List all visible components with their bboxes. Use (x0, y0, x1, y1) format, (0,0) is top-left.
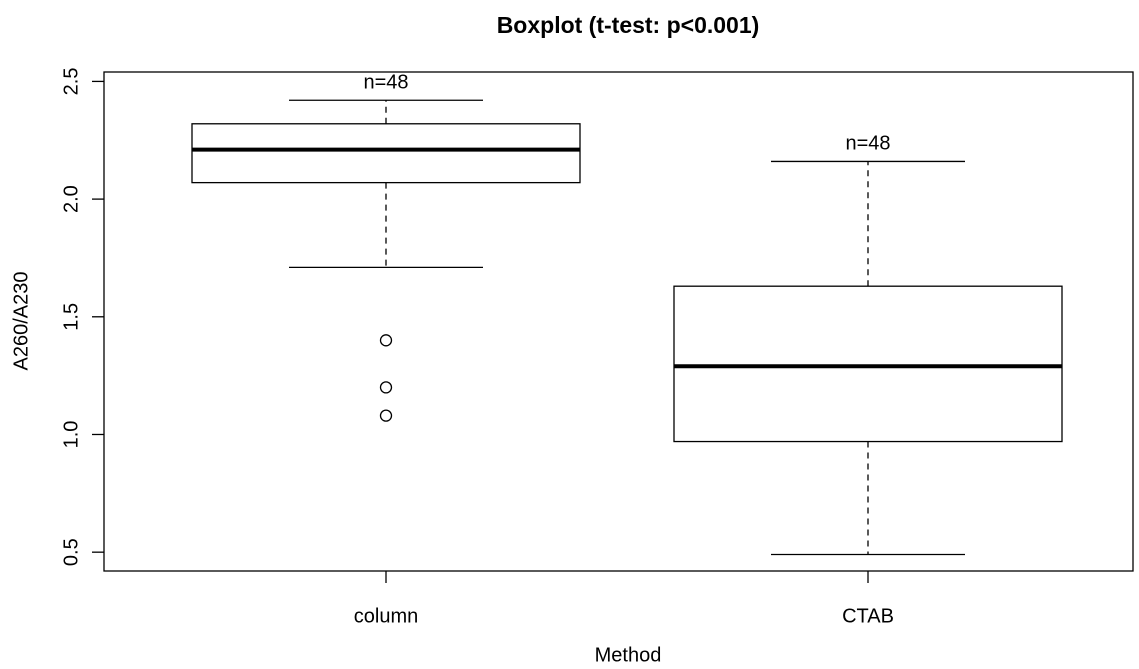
count-annotation: n=48 (845, 133, 890, 155)
chart-title: Boxplot (t-test: p<0.001) (497, 12, 760, 38)
y-tick-label: 2.0 (60, 185, 82, 213)
count-annotation: n=48 (363, 72, 408, 94)
outlier (379, 409, 393, 422)
y-tick-label: 1.0 (60, 421, 82, 449)
x-axis-label: Method (595, 644, 662, 666)
y-tick-label: 0.5 (60, 538, 82, 566)
y-axis-label: A260/A230 (10, 272, 32, 371)
y-tick-label: 1.5 (60, 303, 82, 331)
box (673, 285, 1063, 443)
x-tick-label: CTAB (842, 605, 894, 627)
y-tick-label: 2.5 (60, 68, 82, 96)
box (191, 123, 581, 184)
x-tick-label: column (354, 605, 418, 627)
plot-frame (103, 71, 1134, 572)
outlier (379, 334, 393, 347)
outlier (379, 381, 393, 394)
